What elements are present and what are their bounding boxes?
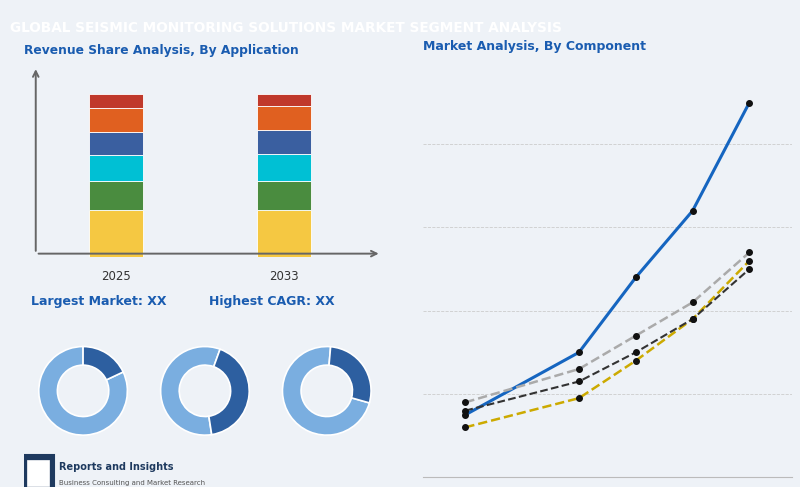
Text: 2025: 2025 bbox=[102, 270, 131, 283]
Bar bbox=[90, 108, 143, 132]
Bar bbox=[90, 181, 143, 210]
Text: GLOBAL SEISMIC MONITORING SOLUTIONS MARKET SEGMENT ANALYSIS: GLOBAL SEISMIC MONITORING SOLUTIONS MARK… bbox=[10, 21, 562, 35]
Bar bbox=[258, 130, 311, 153]
Text: Market Analysis, By Component: Market Analysis, By Component bbox=[422, 40, 646, 53]
Bar bbox=[258, 153, 311, 181]
Text: 2033: 2033 bbox=[270, 270, 299, 283]
Text: Revenue Share Analysis, By Application: Revenue Share Analysis, By Application bbox=[24, 44, 298, 57]
Text: Largest Market: XX: Largest Market: XX bbox=[31, 295, 167, 308]
Bar bbox=[90, 94, 143, 108]
Bar bbox=[258, 106, 311, 130]
Bar bbox=[90, 210, 143, 257]
Bar bbox=[258, 181, 311, 210]
Text: Highest CAGR: XX: Highest CAGR: XX bbox=[209, 295, 334, 308]
Bar bbox=[258, 94, 311, 106]
Bar bbox=[90, 132, 143, 155]
Bar bbox=[90, 155, 143, 181]
Bar bbox=[258, 210, 311, 257]
